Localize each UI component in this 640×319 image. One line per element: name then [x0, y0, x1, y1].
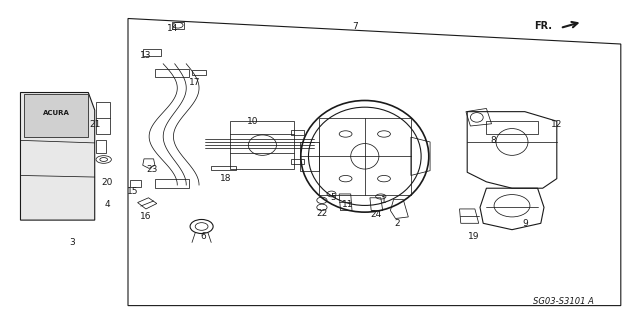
Bar — [291, 159, 304, 164]
Bar — [291, 130, 304, 135]
Text: FR.: FR. — [534, 21, 552, 31]
Text: 18: 18 — [220, 174, 231, 183]
Text: 14: 14 — [167, 24, 179, 33]
Polygon shape — [128, 19, 621, 306]
Text: 13: 13 — [140, 51, 152, 60]
Text: 15: 15 — [127, 187, 139, 196]
Text: 1: 1 — [381, 196, 387, 205]
Text: 17: 17 — [189, 78, 201, 87]
Text: 2: 2 — [394, 219, 399, 228]
Text: ACURA: ACURA — [43, 110, 70, 116]
Polygon shape — [20, 93, 95, 220]
Text: 9: 9 — [522, 219, 527, 228]
Text: 24: 24 — [371, 210, 382, 219]
Text: 7: 7 — [353, 22, 358, 31]
Text: 4: 4 — [105, 200, 110, 209]
Text: 16: 16 — [140, 212, 152, 221]
Bar — [211, 166, 236, 170]
Text: 11: 11 — [342, 200, 353, 209]
Bar — [192, 70, 206, 75]
Polygon shape — [24, 94, 88, 137]
Text: SG03-S3101 A: SG03-S3101 A — [532, 297, 594, 306]
Text: 19: 19 — [468, 232, 479, 241]
Text: 21: 21 — [89, 120, 100, 129]
Text: 10: 10 — [247, 117, 259, 126]
Text: 22: 22 — [316, 209, 328, 218]
Text: 3: 3 — [69, 238, 74, 247]
Text: 23: 23 — [147, 165, 158, 174]
Text: 8: 8 — [490, 136, 495, 145]
Text: 12: 12 — [551, 120, 563, 129]
Text: 6: 6 — [201, 232, 206, 241]
Text: 20: 20 — [102, 178, 113, 187]
Bar — [130, 180, 141, 187]
Text: 5: 5 — [330, 193, 335, 202]
